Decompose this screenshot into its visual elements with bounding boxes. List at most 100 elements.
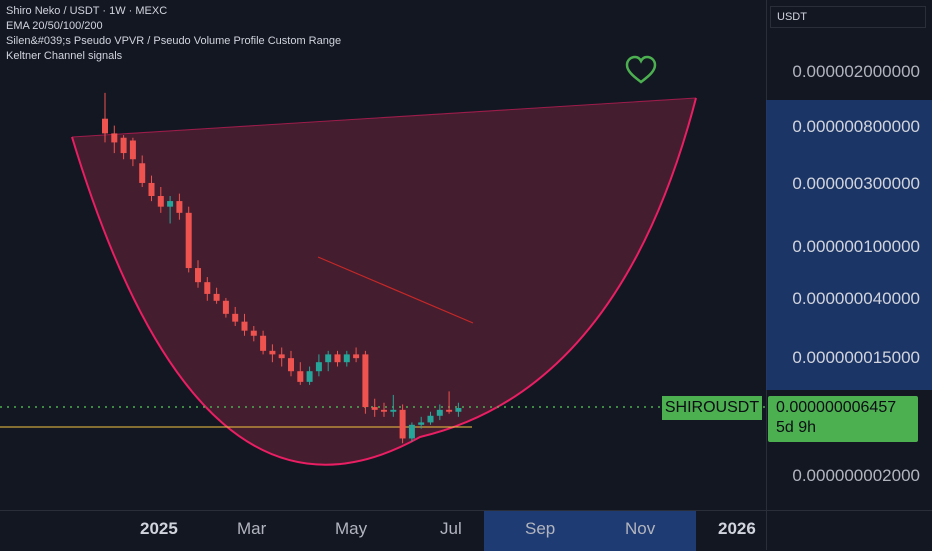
symbol-label: SHIROUSDT (662, 396, 762, 420)
candle (129, 137, 136, 167)
price-range-highlight (766, 100, 932, 390)
candle-body (343, 354, 350, 363)
candle (269, 344, 276, 363)
candle-body (353, 354, 360, 359)
candle-body (129, 140, 136, 160)
chart-area[interactable]: Shiro Neko / USDT · 1W · MEXC EMA 20/50/… (0, 0, 766, 510)
candle (306, 366, 313, 385)
candle (408, 422, 415, 442)
candle (232, 306, 239, 326)
candle (343, 350, 350, 367)
cup-drawing-curve[interactable] (71, 97, 697, 466)
candle (167, 196, 174, 224)
heart-icon[interactable] (625, 55, 657, 84)
candle (111, 125, 118, 154)
price-label: 0.000000040000 (792, 289, 920, 308)
last-price-value: 0.000000006457 (776, 399, 897, 416)
candle (102, 92, 108, 143)
candle-body (185, 212, 192, 269)
candle (297, 362, 304, 385)
price-label: 0.000000300000 (792, 174, 920, 193)
time-range-highlight (484, 511, 696, 551)
time-axis[interactable]: 2025 Mar May Jul Sep Nov 2026 (0, 510, 766, 551)
candle-body (399, 409, 406, 439)
time-label: Sep (525, 519, 556, 538)
candle (446, 391, 453, 414)
candle (148, 175, 155, 202)
time-label: 2026 (718, 519, 756, 538)
price-label: 0.000000002000 (792, 466, 920, 485)
candle-body (241, 321, 248, 331)
candle-body (297, 371, 304, 382)
trend-line[interactable] (317, 256, 474, 324)
candle-body (167, 201, 174, 207)
candle (139, 155, 146, 187)
candle-body (250, 330, 257, 336)
candle-body (325, 354, 332, 363)
candles-group (102, 92, 462, 444)
candle (427, 411, 434, 425)
candle-body (111, 133, 118, 143)
candle (325, 350, 332, 372)
candle (418, 416, 425, 429)
price-label: 0.000000800000 (792, 117, 920, 136)
legend-indicator-ema[interactable]: EMA 20/50/100/200 (6, 20, 103, 32)
candle (315, 354, 322, 377)
currency-selector[interactable]: USDT (770, 6, 926, 28)
candle-body (102, 118, 108, 134)
cup-drawing-fill[interactable] (72, 98, 696, 465)
candle-body (139, 163, 146, 183)
price-chart[interactable] (0, 0, 766, 510)
candle-body (315, 362, 322, 372)
candle (353, 347, 360, 363)
candle (250, 325, 257, 342)
candle-body (418, 422, 425, 425)
bar-countdown: 5d 9h (776, 419, 817, 436)
candle-body (269, 350, 276, 355)
candle-body (455, 407, 462, 412)
candle-body (436, 409, 443, 416)
candle (195, 260, 201, 288)
cup-drawing-rim[interactable] (71, 97, 697, 138)
candle (362, 350, 369, 414)
candle (213, 287, 220, 304)
time-label: Jul (440, 519, 462, 538)
candle (334, 350, 341, 367)
candle-body (362, 354, 369, 408)
candle (241, 313, 248, 336)
candle (278, 347, 285, 367)
candle-body (222, 300, 229, 314)
price-label: 0.000000100000 (792, 237, 920, 256)
candle-body (260, 335, 267, 351)
candle-body (195, 268, 201, 283)
candle (455, 402, 462, 417)
candle-body (157, 196, 164, 207)
candle-body (427, 415, 434, 423)
candle-body (120, 137, 127, 154)
candle-body (213, 293, 220, 301)
candle-body (278, 354, 285, 359)
candle-body (148, 182, 155, 197)
candle (436, 404, 443, 421)
candle-body (371, 407, 378, 410)
candle (390, 394, 397, 417)
last-price-tag: 0.000000006457 5d 9h (768, 396, 918, 442)
candle-body (232, 313, 239, 322)
chart-legend[interactable]: Shiro Neko / USDT · 1W · MEXC EMA 20/50/… (6, 4, 341, 64)
candle-body (390, 409, 397, 412)
candle (204, 277, 211, 301)
legend-indicator-keltner[interactable]: Keltner Channel signals (6, 50, 123, 62)
candle (288, 350, 294, 377)
candle (399, 404, 406, 444)
time-label: May (335, 519, 368, 538)
legend-indicator-vpvr[interactable]: Silen&#039;s Pseudo VPVR / Pseudo Volume… (6, 35, 342, 47)
candle (157, 186, 164, 213)
price-label: 0.000000015000 (792, 348, 920, 367)
legend-title[interactable]: Shiro Neko / USDT · 1W · MEXC (6, 5, 168, 17)
time-label: Mar (237, 519, 267, 538)
candle (176, 193, 183, 220)
candle-body (204, 282, 211, 294)
candle-body (306, 371, 313, 382)
candle (381, 402, 387, 417)
time-label: Nov (625, 519, 656, 538)
